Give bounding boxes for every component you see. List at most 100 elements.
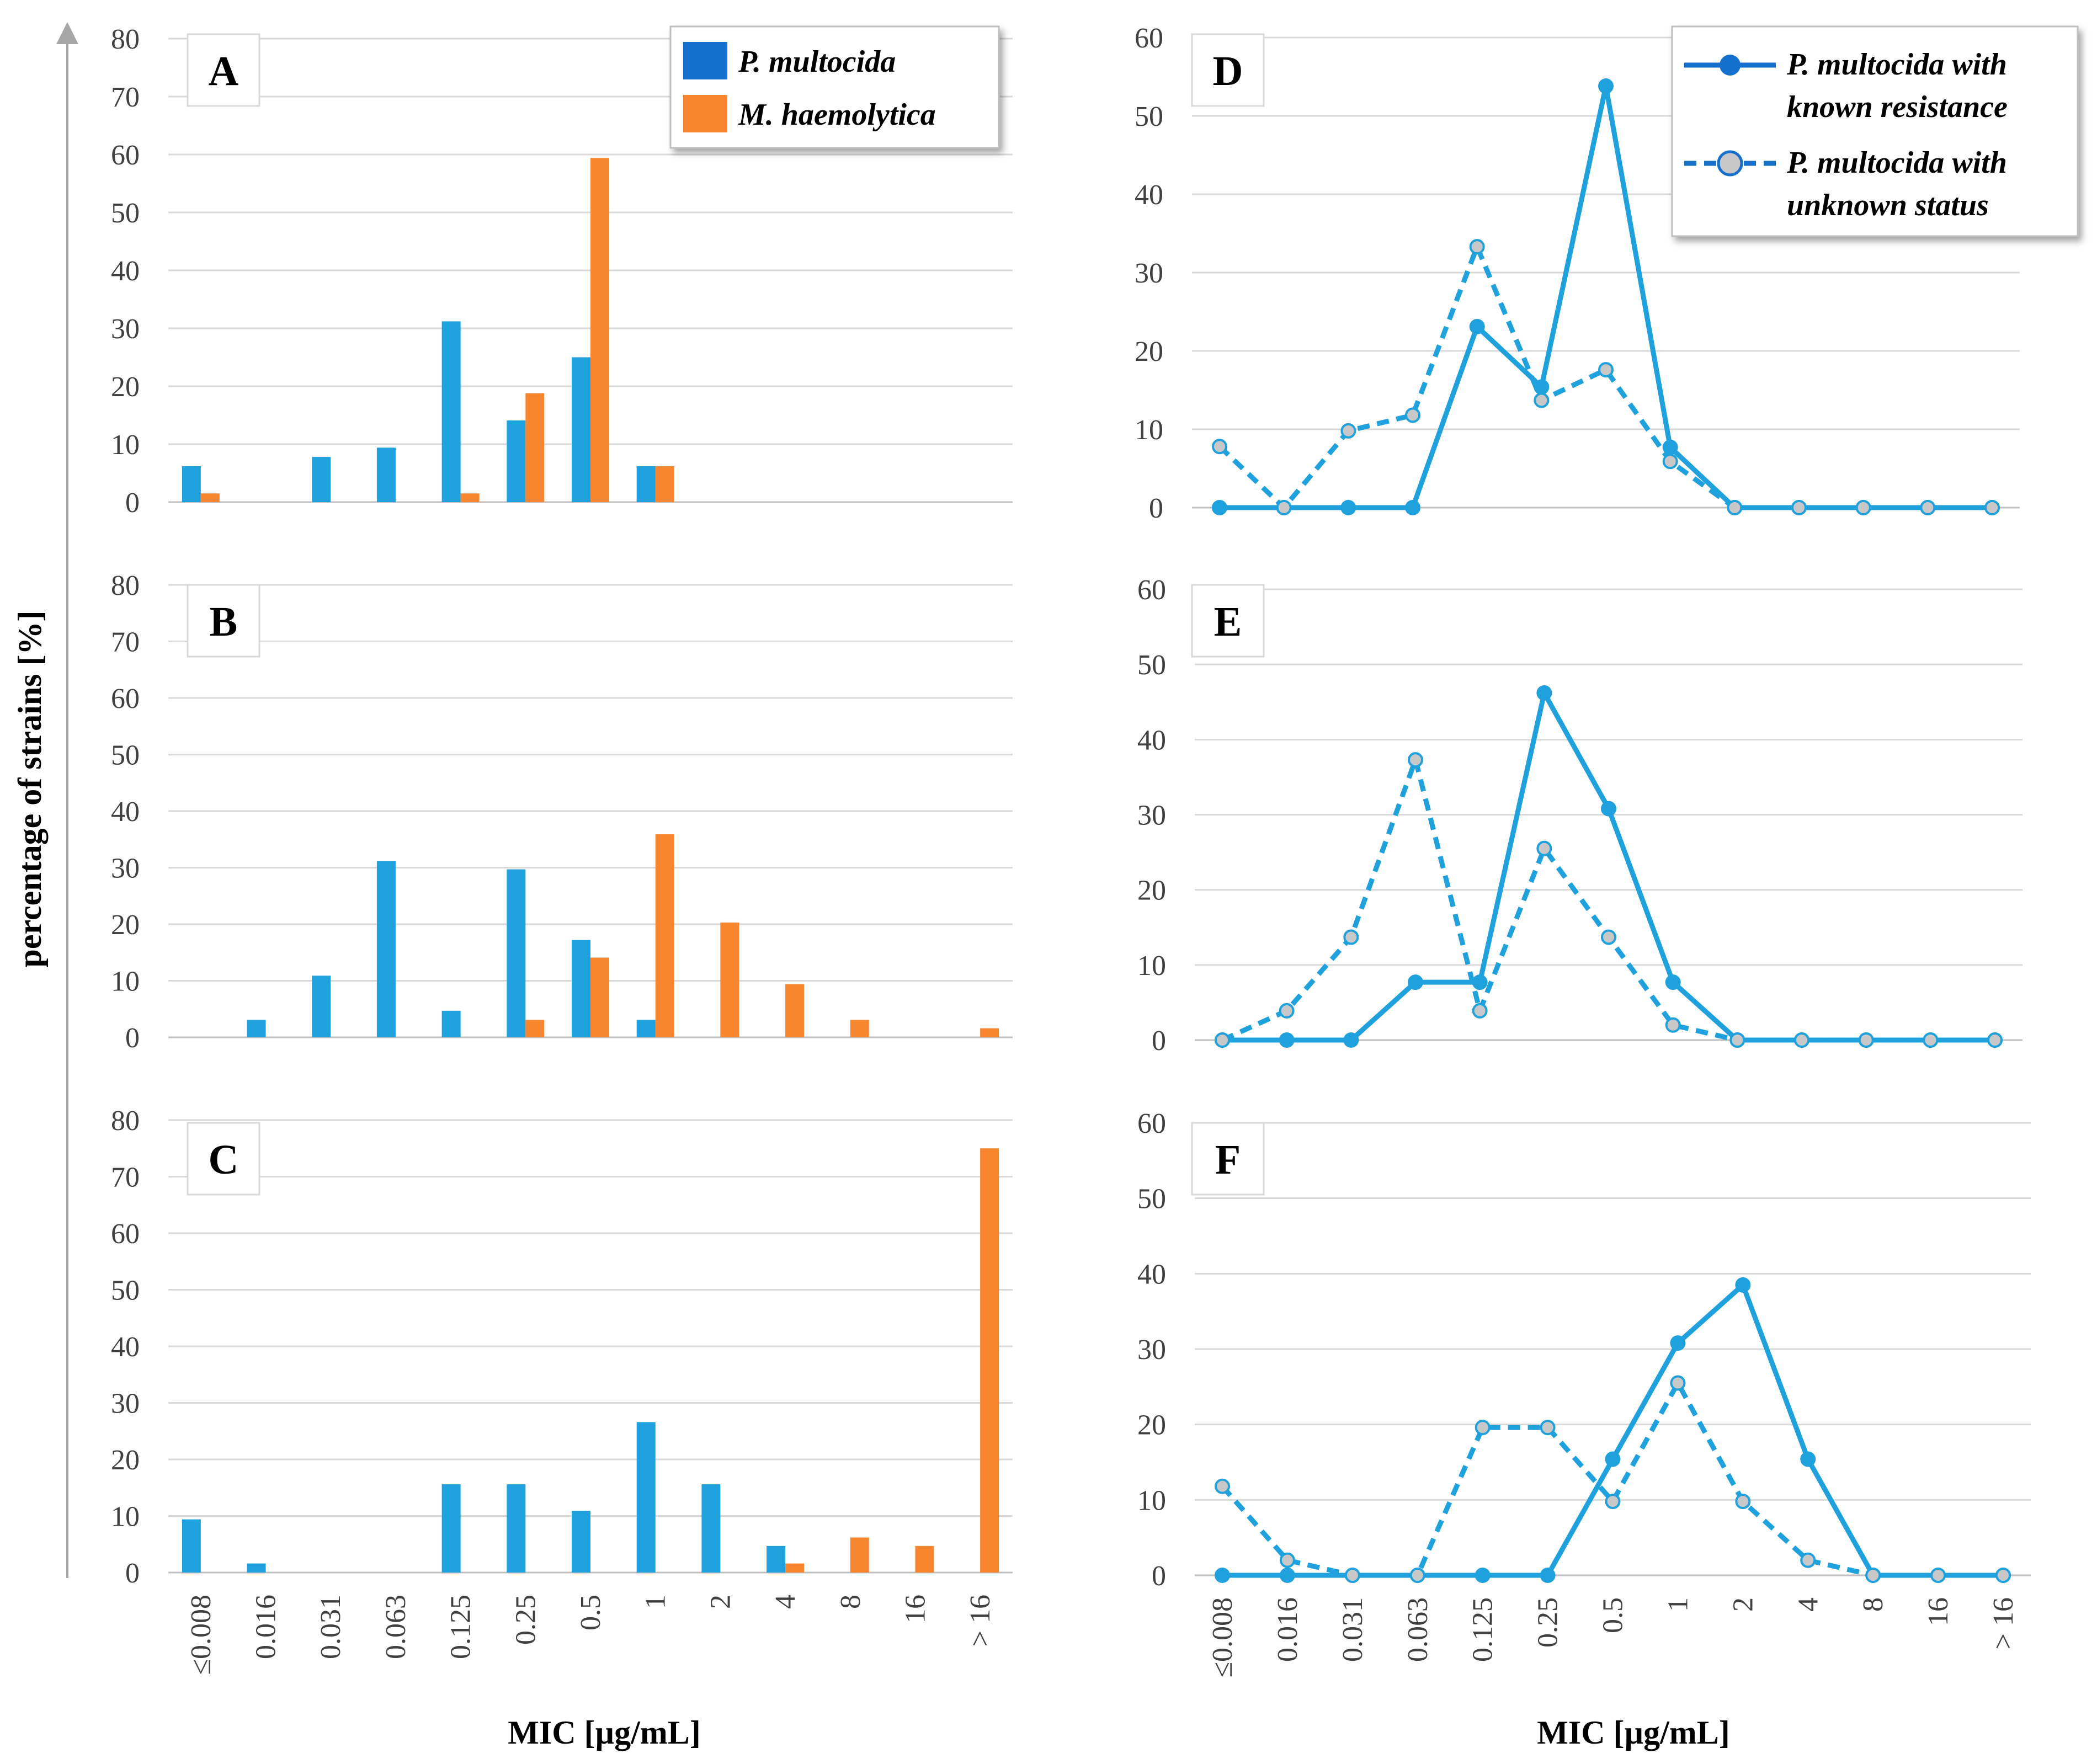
point-f-unknown-3 xyxy=(1409,1568,1425,1583)
y-tick-label-c-0: 0 xyxy=(125,1558,140,1589)
point-f-unknown-9 xyxy=(1800,1552,1816,1568)
panel-letter-a: A xyxy=(209,48,239,94)
y-tick-label-c-70: 70 xyxy=(111,1162,140,1193)
x-tick-label-f-3: 0.063 xyxy=(1402,1597,1434,1662)
bar-a-p-multocida-2 xyxy=(312,457,331,502)
y-tick-label-a-80: 80 xyxy=(111,24,140,55)
x-tick-label-f-11: 16 xyxy=(1923,1597,1954,1626)
y-tick-label-d-60: 60 xyxy=(1135,23,1163,54)
x-axis-label-left: MIC [µg/mL] xyxy=(508,1714,701,1751)
point-d-unknown-7 xyxy=(1662,454,1678,470)
y-tick-label-f-20: 20 xyxy=(1137,1410,1166,1441)
y-tick-label-e-40: 40 xyxy=(1137,724,1166,756)
y-tick-label-e-10: 10 xyxy=(1137,950,1166,982)
point-f-known-4 xyxy=(1475,1568,1491,1583)
point-e-unknown-7 xyxy=(1665,1017,1681,1033)
y-tick-label-d-0: 0 xyxy=(1149,493,1163,524)
point-d-unknown-9 xyxy=(1791,500,1807,515)
x-tick-label-c-10: 8 xyxy=(835,1595,866,1609)
panel-letter-e: E xyxy=(1214,599,1242,645)
point-d-unknown-12 xyxy=(1984,500,2000,515)
x-tick-label-c-1: 0.016 xyxy=(251,1595,282,1659)
point-f-known-5 xyxy=(1540,1568,1556,1583)
bar-c-m-haemolytica-10 xyxy=(850,1537,869,1573)
x-tick-label-c-3: 0.063 xyxy=(380,1595,412,1659)
y-tick-label-c-60: 60 xyxy=(111,1218,140,1250)
bar-b-m-haemolytica-8 xyxy=(720,922,739,1037)
legend-label-known-line1: P. multocida with xyxy=(1786,47,2007,82)
panel-letter-box-f xyxy=(1191,1122,1265,1196)
point-f-unknown-6 xyxy=(1605,1494,1621,1510)
legend-label-unknown-line2: unknown status xyxy=(1787,188,1989,222)
point-d-unknown-6 xyxy=(1598,362,1614,378)
x-tick-label-f-10: 8 xyxy=(1858,1597,1889,1612)
point-f-unknown-11 xyxy=(1930,1568,1946,1583)
panel-f-chart: 0 10 20 30 40 50 60 F ≤0.008 0.016 0.031 0.063 0.125… xyxy=(1137,1108,2031,1678)
bar-c-p-multocida-6 xyxy=(572,1511,590,1573)
bar-a-m-haemolytica-0 xyxy=(200,493,220,502)
point-d-known-2 xyxy=(1340,500,1356,515)
bar-b-p-multocida-6 xyxy=(572,940,590,1037)
x-tick-label-c-2: 0.031 xyxy=(315,1595,347,1659)
point-d-unknown-11 xyxy=(1920,500,1936,515)
point-d-unknown-8 xyxy=(1727,500,1743,515)
point-e-known-3 xyxy=(1408,974,1423,990)
point-e-known-7 xyxy=(1665,974,1681,990)
bar-b-p-multocida-2 xyxy=(312,976,331,1037)
y-tick-label-b-40: 40 xyxy=(111,796,140,828)
bar-a-m-haemolytica-7 xyxy=(655,466,674,502)
x-tick-label-c-12: > 16 xyxy=(965,1595,996,1646)
y-tick-label-a-40: 40 xyxy=(111,255,140,287)
x-tick-label-c-0: ≤0.008 xyxy=(185,1595,217,1675)
point-e-known-5 xyxy=(1536,685,1552,701)
y-tick-label-e-0: 0 xyxy=(1152,1025,1166,1057)
point-e-unknown-5 xyxy=(1536,840,1552,856)
y-tick-label-a-50: 50 xyxy=(111,198,140,229)
y-tick-label-b-30: 30 xyxy=(111,853,140,884)
y-tick-label-b-60: 60 xyxy=(111,683,140,715)
bar-a-p-multocida-5 xyxy=(507,420,526,502)
x-tick-label-c-11: 16 xyxy=(900,1595,931,1623)
panel-a-chart: 0 10 20 30 40 50 60 70 80 A xyxy=(111,24,1013,519)
legend-label-unknown-line1: P. multocida with xyxy=(1786,146,2007,180)
panel-letter-box-d xyxy=(1191,33,1265,107)
y-tick-label-b-10: 10 xyxy=(111,966,140,998)
bar-b-m-haemolytica-9 xyxy=(785,984,805,1037)
line-legend-entries: P. multocida with known resistance P. mu… xyxy=(1684,47,2008,222)
bar-b-m-haemolytica-12 xyxy=(980,1028,999,1037)
legend-swatch-m-haemolytica xyxy=(683,95,727,132)
point-d-unknown-1 xyxy=(1276,500,1292,515)
bar-c-p-multocida-4 xyxy=(441,1484,461,1573)
bar-c-m-haemolytica-11 xyxy=(915,1546,934,1573)
point-e-unknown-6 xyxy=(1601,929,1616,945)
y-tick-label-c-40: 40 xyxy=(111,1331,140,1363)
point-f-unknown-12 xyxy=(1995,1568,2011,1583)
y-tick-label-f-50: 50 xyxy=(1137,1184,1166,1215)
panel-letter-b: B xyxy=(210,599,238,645)
y-tick-label-b-0: 0 xyxy=(125,1022,140,1054)
x-tick-label-c-4: 0.125 xyxy=(445,1595,477,1659)
point-d-unknown-3 xyxy=(1405,407,1420,423)
point-e-unknown-12 xyxy=(1987,1032,2003,1048)
y-tick-label-f-10: 10 xyxy=(1137,1485,1166,1516)
legend-label-m-haemolytica: M. haemolytica xyxy=(738,98,936,132)
point-f-unknown-0 xyxy=(1215,1478,1230,1494)
bar-a-m-haemolytica-5 xyxy=(525,393,545,502)
bar-c-p-multocida-0 xyxy=(182,1519,201,1573)
bar-a-m-haemolytica-6 xyxy=(590,158,609,502)
panel-letter-d: D xyxy=(1213,48,1243,94)
point-e-known-2 xyxy=(1343,1032,1359,1048)
y-tick-label-f-30: 30 xyxy=(1137,1334,1166,1366)
y-tick-label-a-20: 20 xyxy=(111,371,140,403)
point-d-known-6 xyxy=(1598,78,1614,94)
line-f-known xyxy=(1222,1282,2003,1578)
x-tick-label-f-2: 0.031 xyxy=(1337,1597,1369,1662)
bar-c-p-multocida-5 xyxy=(507,1484,526,1573)
line-e-known xyxy=(1222,690,1995,1043)
x-tick-label-f-4: 0.125 xyxy=(1467,1597,1499,1662)
panel-letter-box-b xyxy=(187,584,260,658)
bar-b-p-multocida-4 xyxy=(441,1010,461,1037)
point-e-unknown-1 xyxy=(1279,1003,1295,1019)
legend-label-p-multocida: P. multocida xyxy=(738,45,896,79)
